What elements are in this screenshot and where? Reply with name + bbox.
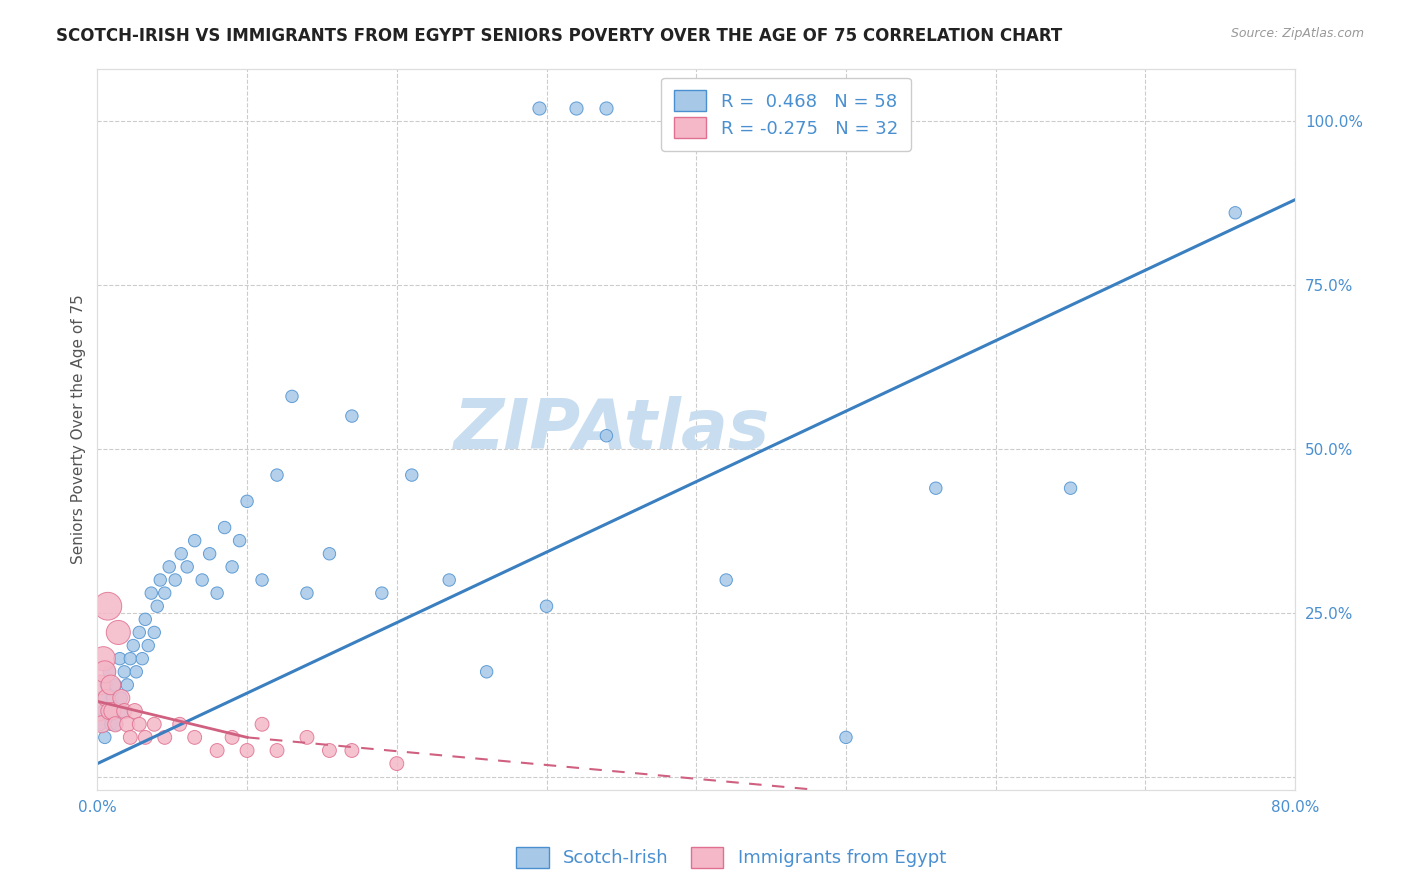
Point: [94, 731, 117, 745]
Point: [170, 547, 193, 561]
Point: [91, 651, 114, 665]
Point: [122, 639, 145, 653]
Point: [371, 586, 394, 600]
Point: [136, 639, 159, 653]
Point: [318, 743, 340, 757]
Point: [236, 743, 259, 757]
Point: [266, 468, 288, 483]
Point: [198, 547, 221, 561]
Point: [96, 691, 118, 706]
Point: [149, 573, 172, 587]
Point: [266, 743, 288, 757]
Point: [104, 678, 127, 692]
Point: [98, 704, 121, 718]
Point: [176, 560, 198, 574]
Point: [437, 573, 460, 587]
Point: [91, 704, 114, 718]
Point: [250, 573, 273, 587]
Point: [318, 547, 340, 561]
Legend: Scotch-Irish, Immigrants from Egypt: Scotch-Irish, Immigrants from Egypt: [506, 836, 956, 879]
Point: [1059, 481, 1081, 495]
Point: [98, 665, 121, 679]
Point: [157, 560, 180, 574]
Point: [295, 586, 318, 600]
Point: [89, 717, 111, 731]
Point: [110, 691, 132, 706]
Point: [143, 625, 166, 640]
Point: [117, 717, 139, 731]
Point: [527, 101, 550, 115]
Point: [134, 731, 156, 745]
Point: [107, 625, 129, 640]
Point: [108, 651, 131, 665]
Point: [183, 731, 205, 745]
Point: [228, 533, 250, 548]
Point: [143, 717, 166, 731]
Point: [97, 704, 120, 718]
Point: [295, 731, 318, 745]
Point: [146, 599, 169, 614]
Point: [128, 625, 150, 640]
Point: [110, 691, 132, 706]
Point: [100, 678, 122, 692]
Point: [236, 494, 259, 508]
Point: [100, 717, 122, 731]
Point: [165, 573, 187, 587]
Point: [105, 717, 128, 731]
Point: [101, 691, 124, 706]
Point: [104, 717, 127, 731]
Point: [124, 704, 146, 718]
Point: [117, 678, 139, 692]
Point: [97, 599, 120, 614]
Point: [112, 704, 135, 718]
Point: [595, 101, 617, 115]
Point: [835, 731, 858, 745]
Point: [281, 389, 304, 403]
Point: [1225, 206, 1247, 220]
Point: [340, 743, 363, 757]
Point: [385, 756, 408, 771]
Point: [111, 704, 134, 718]
Point: [101, 704, 124, 718]
Text: SCOTCH-IRISH VS IMMIGRANTS FROM EGYPT SENIORS POVERTY OVER THE AGE OF 75 CORRELA: SCOTCH-IRISH VS IMMIGRANTS FROM EGYPT SE…: [56, 27, 1063, 45]
Point: [131, 651, 153, 665]
Point: [141, 586, 163, 600]
Point: [89, 678, 111, 692]
Point: [94, 665, 117, 679]
Point: [128, 717, 150, 731]
Point: [90, 691, 112, 706]
Point: [205, 586, 228, 600]
Point: [221, 560, 243, 574]
Point: [250, 717, 273, 731]
Point: [401, 468, 423, 483]
Point: [214, 520, 236, 534]
Point: [716, 573, 738, 587]
Point: [87, 704, 110, 718]
Point: [183, 533, 205, 548]
Point: [340, 409, 363, 423]
Point: [125, 665, 148, 679]
Point: [134, 612, 156, 626]
Point: [153, 586, 176, 600]
Point: [120, 731, 142, 745]
Point: [475, 665, 498, 679]
Point: [120, 651, 142, 665]
Point: [925, 481, 948, 495]
Point: [112, 665, 135, 679]
Point: [536, 599, 558, 614]
Point: [595, 428, 617, 442]
Point: [221, 731, 243, 745]
Point: [169, 717, 191, 731]
Point: [90, 717, 112, 731]
Text: ZIPAtlas: ZIPAtlas: [454, 396, 770, 463]
Point: [565, 101, 588, 115]
Text: Source: ZipAtlas.com: Source: ZipAtlas.com: [1230, 27, 1364, 40]
Y-axis label: Seniors Poverty Over the Age of 75: Seniors Poverty Over the Age of 75: [72, 294, 86, 564]
Point: [205, 743, 228, 757]
Point: [103, 704, 125, 718]
Point: [153, 731, 176, 745]
Point: [191, 573, 214, 587]
Point: [96, 678, 118, 692]
Legend: R =  0.468   N = 58, R = -0.275   N = 32: R = 0.468 N = 58, R = -0.275 N = 32: [661, 78, 911, 151]
